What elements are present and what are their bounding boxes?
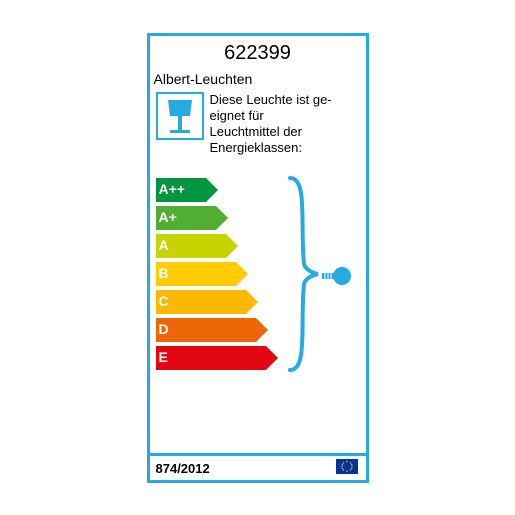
- energy-spectrum: A++ A+ ABCDE: [156, 178, 286, 374]
- energy-class-arrow: E: [156, 346, 286, 370]
- energy-class-label: C: [159, 293, 169, 309]
- energy-class-arrow: A+: [156, 206, 286, 230]
- curly-brace-icon: [288, 174, 322, 374]
- description-text: Diese Leuchte ist ge-eignet fürLeuchtmit…: [210, 92, 332, 157]
- energy-label: 622399 Albert-Leuchten Diese Leuchte ist…: [147, 33, 369, 483]
- footer-divider: [150, 453, 366, 456]
- energy-class-arrow: A++: [156, 178, 286, 202]
- energy-class-label: D: [159, 321, 169, 337]
- energy-class-label: A++: [159, 181, 185, 197]
- regulation-number: 874/2012: [156, 461, 210, 476]
- energy-class-label: A+: [159, 209, 177, 225]
- lamp-icon: [156, 92, 204, 140]
- energy-class-label: E: [159, 349, 168, 365]
- energy-class-arrow: A: [156, 234, 286, 258]
- energy-class-label: A: [159, 237, 169, 253]
- eu-flag-icon: [336, 459, 358, 474]
- bulb-icon: [320, 262, 354, 290]
- energy-class-arrow: C: [156, 290, 286, 314]
- brand-name: Albert-Leuchten: [154, 71, 253, 87]
- description-row: Diese Leuchte ist ge-eignet fürLeuchtmit…: [156, 92, 360, 157]
- energy-class-label: B: [159, 265, 169, 281]
- energy-class-arrow: D: [156, 318, 286, 342]
- energy-class-arrow: B: [156, 262, 286, 286]
- product-number: 622399: [150, 42, 366, 65]
